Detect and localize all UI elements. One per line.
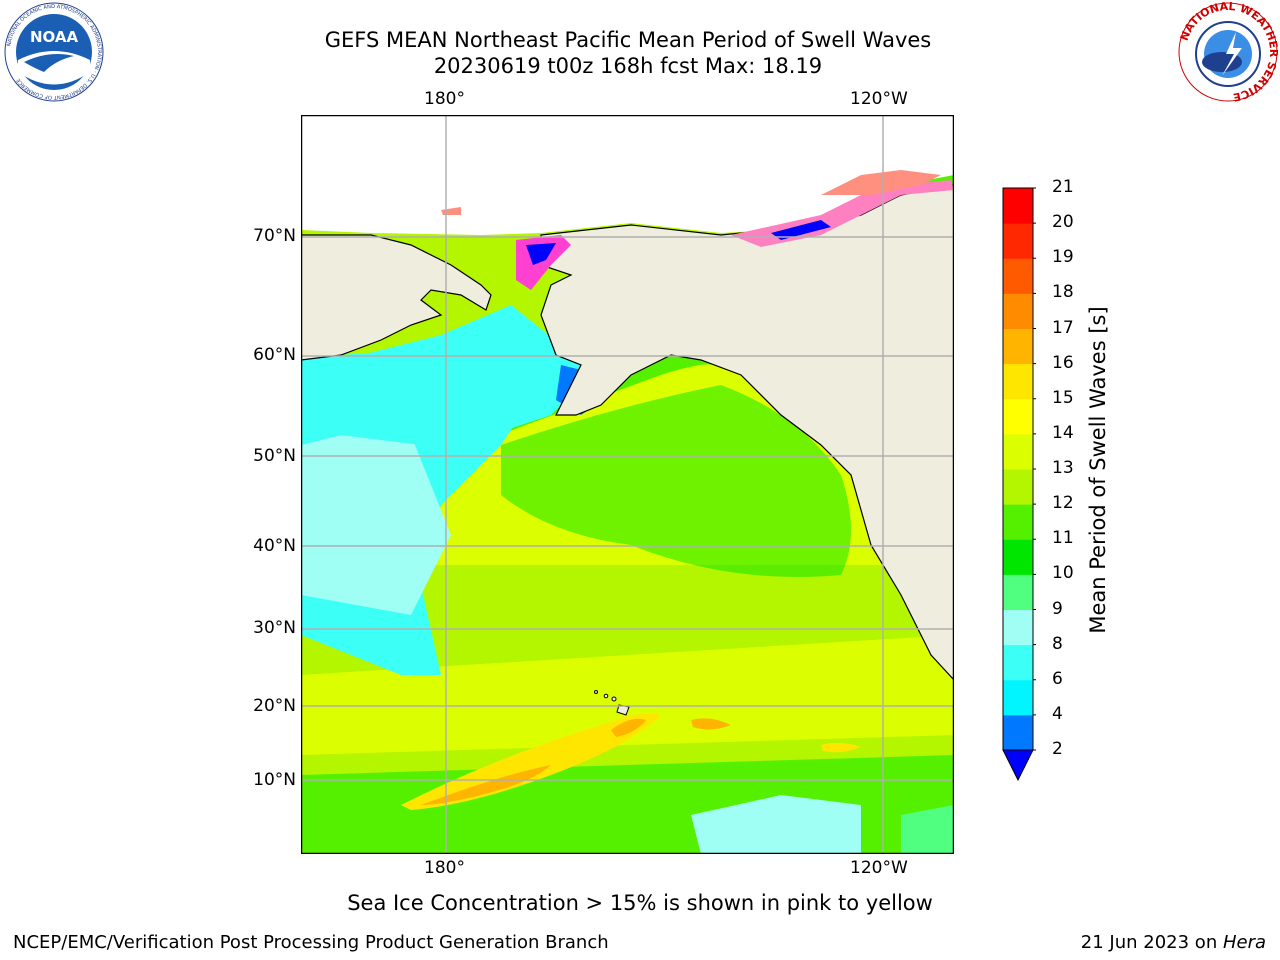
colorbar-band [1003, 223, 1033, 259]
sea-ice-note: Sea Ice Concentration > 15% is shown in … [347, 891, 933, 915]
colorbar-band [1003, 363, 1033, 400]
colorbar-band [1003, 609, 1033, 646]
lat-label-50n: 50°N [253, 446, 296, 466]
colorbar-band [1003, 328, 1033, 365]
colorbar-tick-label: 18 [1052, 282, 1074, 303]
colorbar-band [1003, 188, 1033, 224]
colorbar-tick-label: 21 [1052, 177, 1074, 197]
colorbar-tick-label: 10 [1052, 563, 1074, 584]
lon-label-bottom-120w: 120°W [850, 858, 908, 878]
lat-label-20n: 20°N [253, 696, 296, 716]
colorbar-tick-label: 8 [1052, 633, 1063, 654]
lat-label-60n: 60°N [253, 345, 296, 365]
nws-logo: NATIONAL WEATHER SERVICE [1178, 2, 1278, 102]
colorbar-tick-label: 12 [1052, 493, 1074, 514]
noaa-logo: NOAA NATIONAL OCEANIC AND ATMOSPHERIC AD… [4, 2, 104, 102]
lat-label-30n: 30°N [253, 618, 296, 638]
lat-label-10n: 10°N [253, 770, 296, 790]
colorbar-tick-label: 6 [1052, 668, 1063, 689]
colorbar-tick-label: 13 [1052, 458, 1074, 478]
colorbar-band [1003, 539, 1033, 575]
colorbar-extend-min [1002, 749, 1034, 782]
colorbar-band [1003, 714, 1033, 751]
noaa-logo-text: NOAA [30, 28, 79, 46]
footer-date: 21 Jun 2023 on [1080, 932, 1223, 953]
lon-label-bottom-180: 180° [424, 858, 465, 878]
footer-right: 21 Jun 2023 on Hera [1081, 932, 1266, 953]
colorbar-tick-label: 19 [1052, 247, 1074, 268]
lat-label-70n: 70°N [253, 226, 296, 246]
colorbar-band [1003, 293, 1033, 329]
footer-host: Hera [1222, 932, 1266, 953]
chart-title: GEFS MEAN Northeast Pacific Mean Period … [324, 28, 932, 52]
colorbar [1002, 187, 1036, 782]
colorbar-tick-label: 14 [1052, 422, 1074, 443]
colorbar-label: Mean Period of Swell Waves [s] [1086, 306, 1110, 634]
colorbar-tick-label: 17 [1052, 317, 1074, 338]
colorbar-band [1003, 258, 1033, 294]
hawaii-islands [594, 690, 630, 716]
colorbar-band [1003, 433, 1033, 470]
footer-left: NCEP/EMC/Verification Post Processing Pr… [13, 932, 609, 953]
swell-period-map [301, 115, 954, 854]
chart-subtitle: 20230619 t00z 168h fcst Max: 18.19 [433, 54, 823, 78]
colorbar-band [1003, 469, 1033, 505]
colorbar-tick-label: 4 [1052, 703, 1063, 724]
colorbar-band [1003, 574, 1033, 610]
lon-label-top-120w: 120°W [850, 89, 908, 109]
colorbar-tick-label: 16 [1052, 352, 1074, 373]
colorbar-tick-label: 9 [1052, 598, 1063, 619]
lat-label-40n: 40°N [253, 536, 296, 556]
colorbar-tick-label: 15 [1052, 387, 1074, 408]
colorbar-band [1003, 504, 1033, 540]
lon-label-top-180: 180° [424, 89, 465, 109]
colorbar-band [1003, 679, 1033, 716]
colorbar-tick-label: 11 [1052, 528, 1074, 549]
colorbar-band [1003, 644, 1033, 681]
colorbar-band [1003, 398, 1033, 435]
colorbar-tick-label: 20 [1052, 212, 1074, 233]
colorbar-tick-label: 2 [1052, 739, 1063, 759]
